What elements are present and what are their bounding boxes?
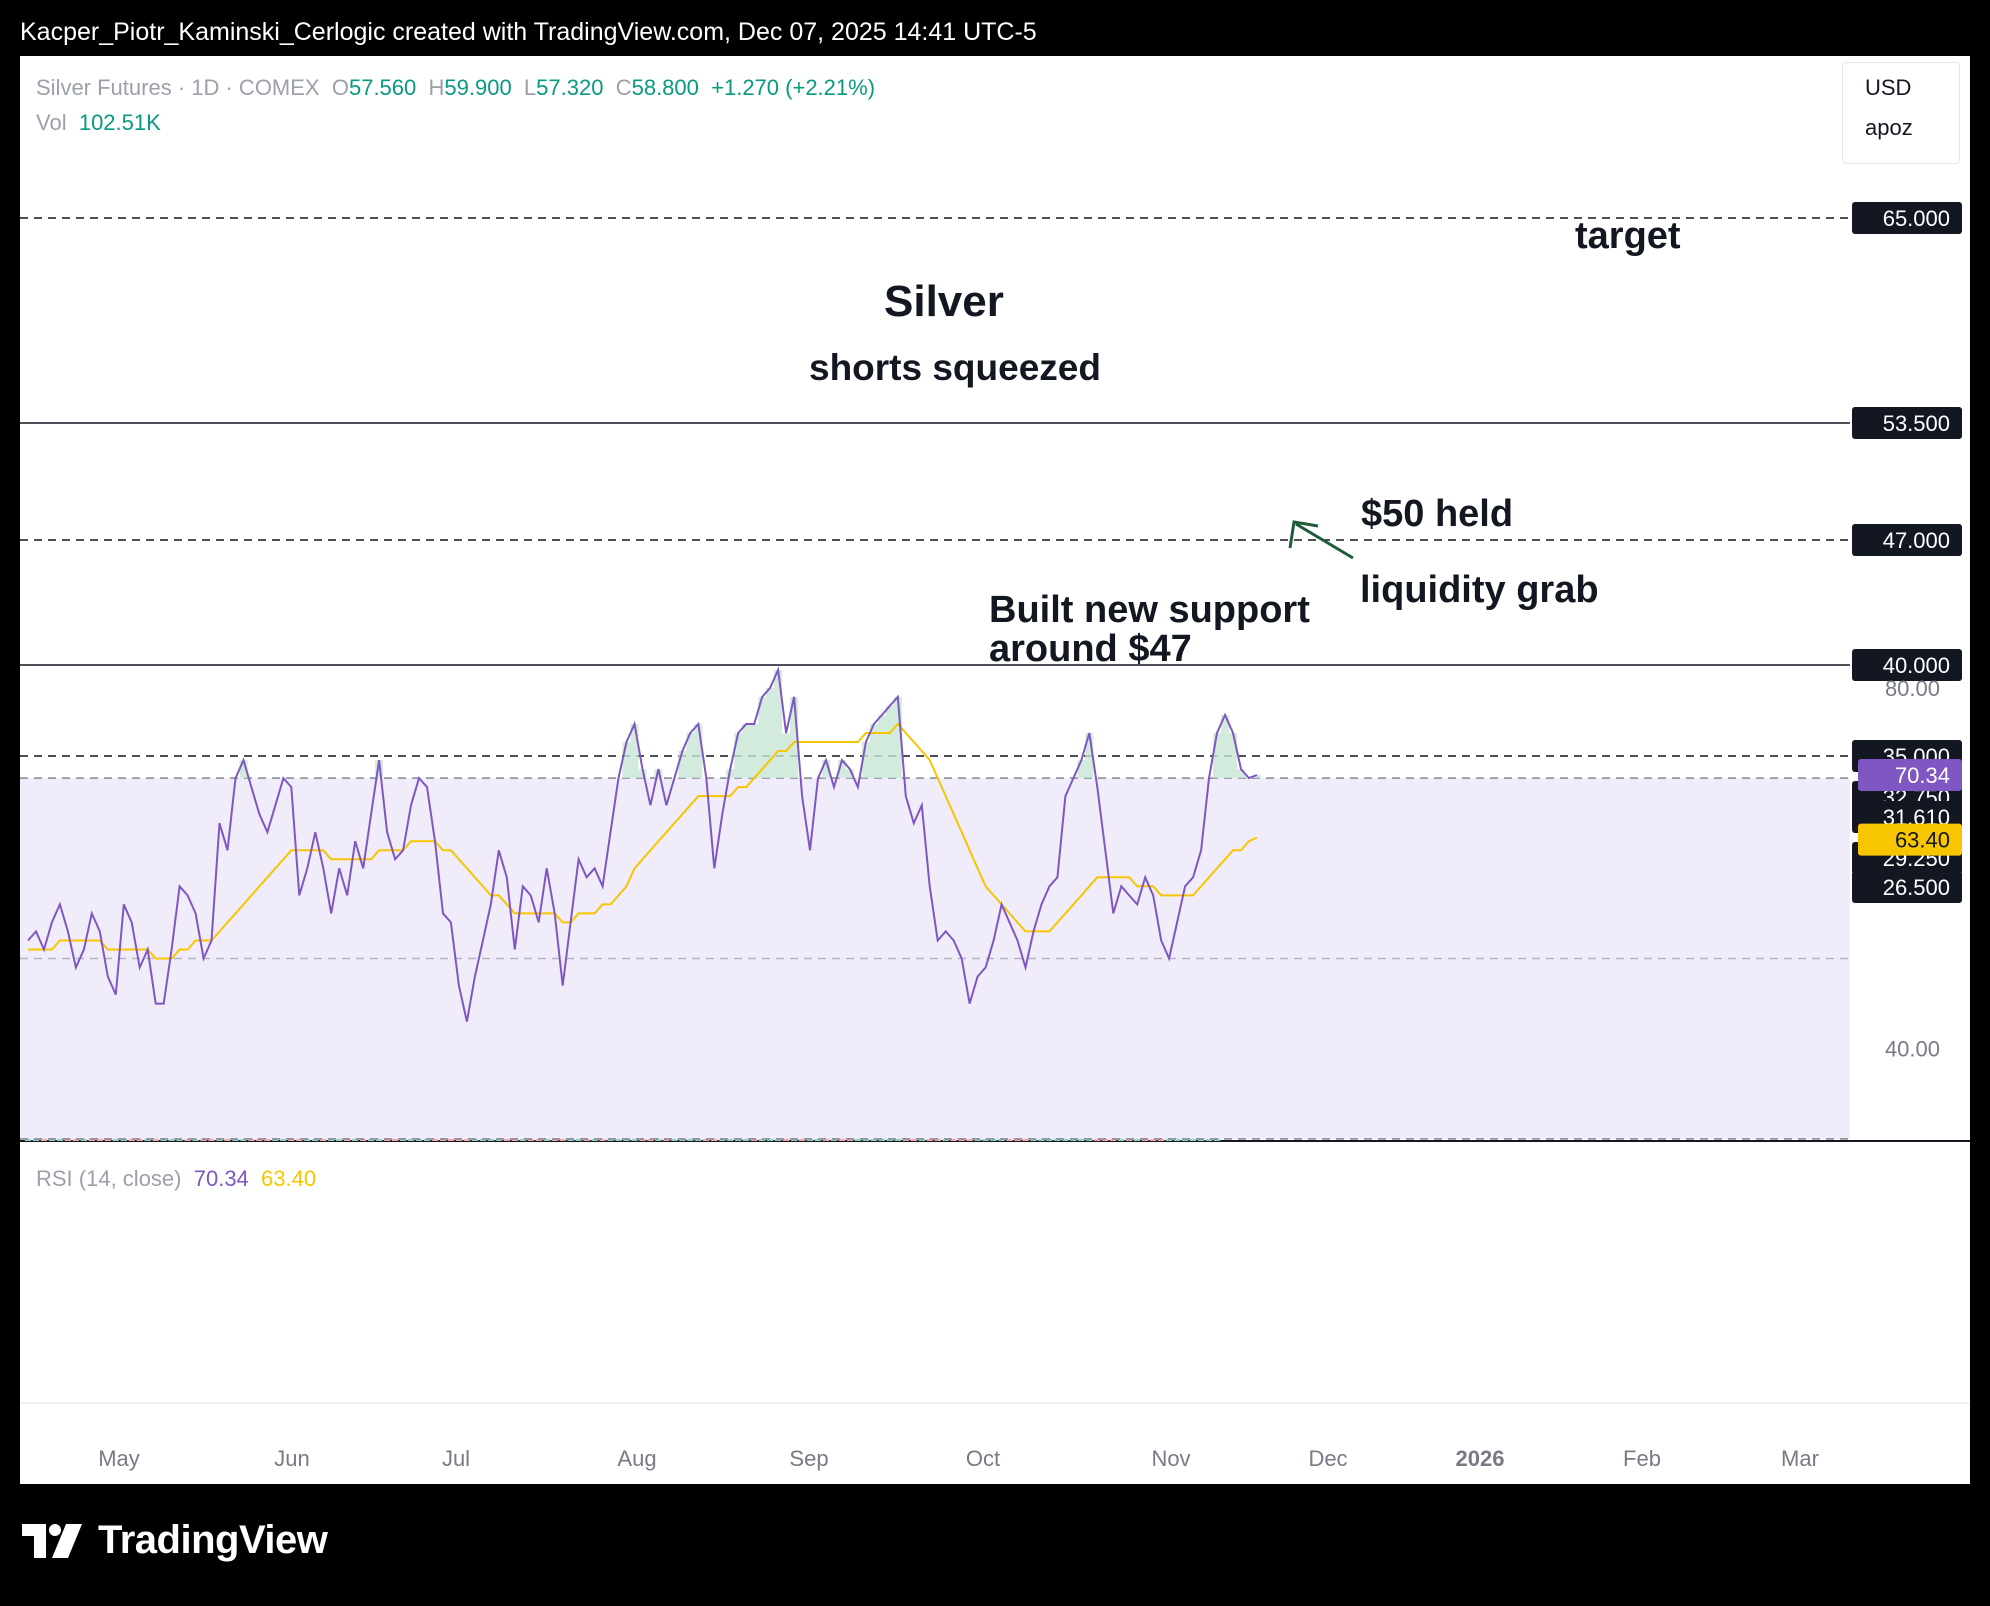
- currency-selector[interactable]: USD apoz: [1842, 62, 1960, 164]
- time-axis-label: Dec: [1308, 1446, 1347, 1471]
- liquidity-arrow-shaft: [1295, 522, 1354, 560]
- volume-value: 102.51K: [78, 110, 161, 135]
- liquidity-grab-annotation: liquidity grab: [1360, 569, 1599, 611]
- open-value: 57.560: [348, 75, 417, 100]
- rsi-ma-tag: [1858, 823, 1962, 856]
- price-level-tag: [1852, 202, 1962, 234]
- tradingview-brand: TradingView: [22, 1518, 328, 1563]
- price-level-tag: [1852, 871, 1962, 903]
- support-annotation-line2: around $47: [989, 628, 1192, 670]
- price-level-label: 65.000: [1883, 206, 1950, 231]
- rsi-value: 70.34: [193, 1166, 249, 1191]
- change-value: +1.270 (+2.21%): [711, 75, 876, 100]
- time-axis-label: May: [98, 1446, 140, 1471]
- time-axis-label: Jul: [442, 1446, 470, 1471]
- price-level-tag: [1852, 524, 1962, 556]
- rsi-tick-label: 80.00: [1885, 676, 1940, 701]
- time-axis-label: Nov: [1151, 1446, 1190, 1471]
- tradingview-wordmark: TradingView: [98, 1518, 328, 1562]
- time-axis-label: Feb: [1623, 1446, 1661, 1471]
- time-axis-label: 2026: [1456, 1446, 1505, 1471]
- price-level-label: 53.500: [1883, 411, 1950, 436]
- symbol-label[interactable]: Silver Futures · 1D · COMEX: [36, 75, 320, 100]
- price-level-label: 40.000: [1883, 653, 1950, 678]
- chart-credit: Kacper_Piotr_Kaminski_Cerlogic created w…: [20, 18, 1037, 46]
- price-level-label: 26.500: [1883, 875, 1950, 900]
- rsi-ma-tag-label: 63.40: [1895, 828, 1950, 853]
- close-value: 58.800: [631, 75, 699, 100]
- rsi-label[interactable]: RSI (14, close): [36, 1166, 182, 1191]
- rsi-legend: RSI (14, close) 70.34 63.40: [36, 1166, 316, 1192]
- price-level-tag: [1852, 407, 1962, 439]
- shorts-squeezed-annotation: shorts squeezed: [809, 347, 1101, 388]
- scale-mode-label[interactable]: apoz: [1865, 115, 1913, 140]
- price-chart[interactable]: 68.00064.00060.00056.00052.00048.00044.0…: [20, 56, 1970, 1484]
- support-annotation-line1: Built new support: [989, 589, 1310, 631]
- high-value: 59.900: [444, 75, 512, 100]
- time-axis-label: Sep: [789, 1446, 828, 1471]
- rsi-ma-value: 63.40: [261, 1166, 317, 1191]
- low-value: 57.320: [536, 75, 604, 100]
- time-axis-label: Aug: [617, 1446, 656, 1471]
- rsi-value-tag: [1858, 759, 1962, 792]
- rsi-value-tag-label: 70.34: [1895, 763, 1950, 788]
- held-50-annotation: $50 held: [1361, 493, 1513, 535]
- time-axis-label: Mar: [1781, 1446, 1819, 1471]
- rsi-ma-line: [28, 722, 1258, 960]
- volume-legend: Vol 102.51K: [36, 110, 161, 135]
- tradingview-logo-icon: [22, 1523, 82, 1558]
- chart-title: Silver: [884, 277, 1004, 326]
- liquidity-arrow-head: [1288, 520, 1319, 549]
- price-level-label: 47.000: [1883, 528, 1950, 553]
- ohlc-legend: Silver Futures · 1D · COMEX O57.560 H59.…: [36, 75, 876, 100]
- price-level-tag: [1852, 649, 1962, 681]
- time-axis-label: Jun: [274, 1446, 309, 1471]
- time-axis-label: Oct: [966, 1446, 1000, 1471]
- rsi-tick-label: 40.00: [1885, 1037, 1940, 1062]
- chart-frame: 68.00064.00060.00056.00052.00048.00044.0…: [20, 56, 1970, 1484]
- target-annotation: target: [1575, 215, 1681, 257]
- rsi-line: [27, 666, 1258, 1022]
- currency-label[interactable]: USD: [1865, 75, 1912, 100]
